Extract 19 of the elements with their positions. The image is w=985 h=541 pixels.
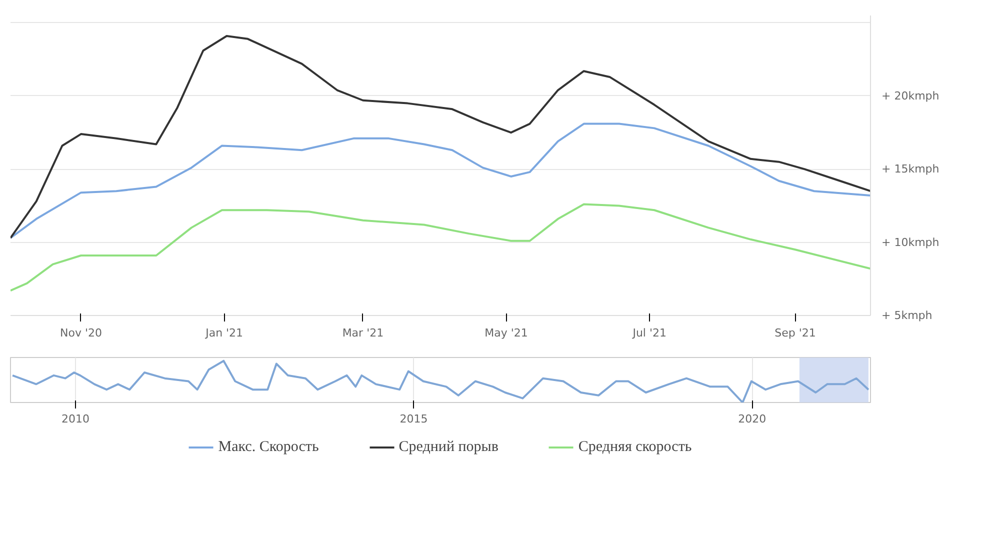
legend-label: Макс. Скорость: [218, 438, 319, 456]
line-series: [10, 34, 870, 239]
x-tick-label: 2015: [400, 412, 428, 426]
x-tick-label: Jul '21: [632, 326, 667, 340]
x-tick-label: May '21: [484, 326, 528, 340]
y-tick-label: + 5kmph: [882, 309, 932, 322]
y-tick-label: + 20kmph: [882, 89, 940, 102]
line-series: [10, 122, 870, 239]
x-tick-label: Jan '21: [204, 326, 244, 340]
y-tick-label: + 10kmph: [882, 236, 940, 249]
line-series: [10, 203, 870, 292]
y-tick-label: + 15kmph: [882, 162, 940, 176]
x-tick-label: Mar '21: [342, 326, 384, 340]
legend-label: Средняя скорость: [578, 438, 692, 456]
x-tick-label: Nov '20: [60, 326, 102, 340]
x-tick-label: 2010: [61, 412, 90, 426]
x-tick-label: Sep '21: [774, 326, 816, 340]
legend-label: Средний порыв: [398, 438, 498, 456]
x-tick-label: 2020: [738, 412, 766, 426]
